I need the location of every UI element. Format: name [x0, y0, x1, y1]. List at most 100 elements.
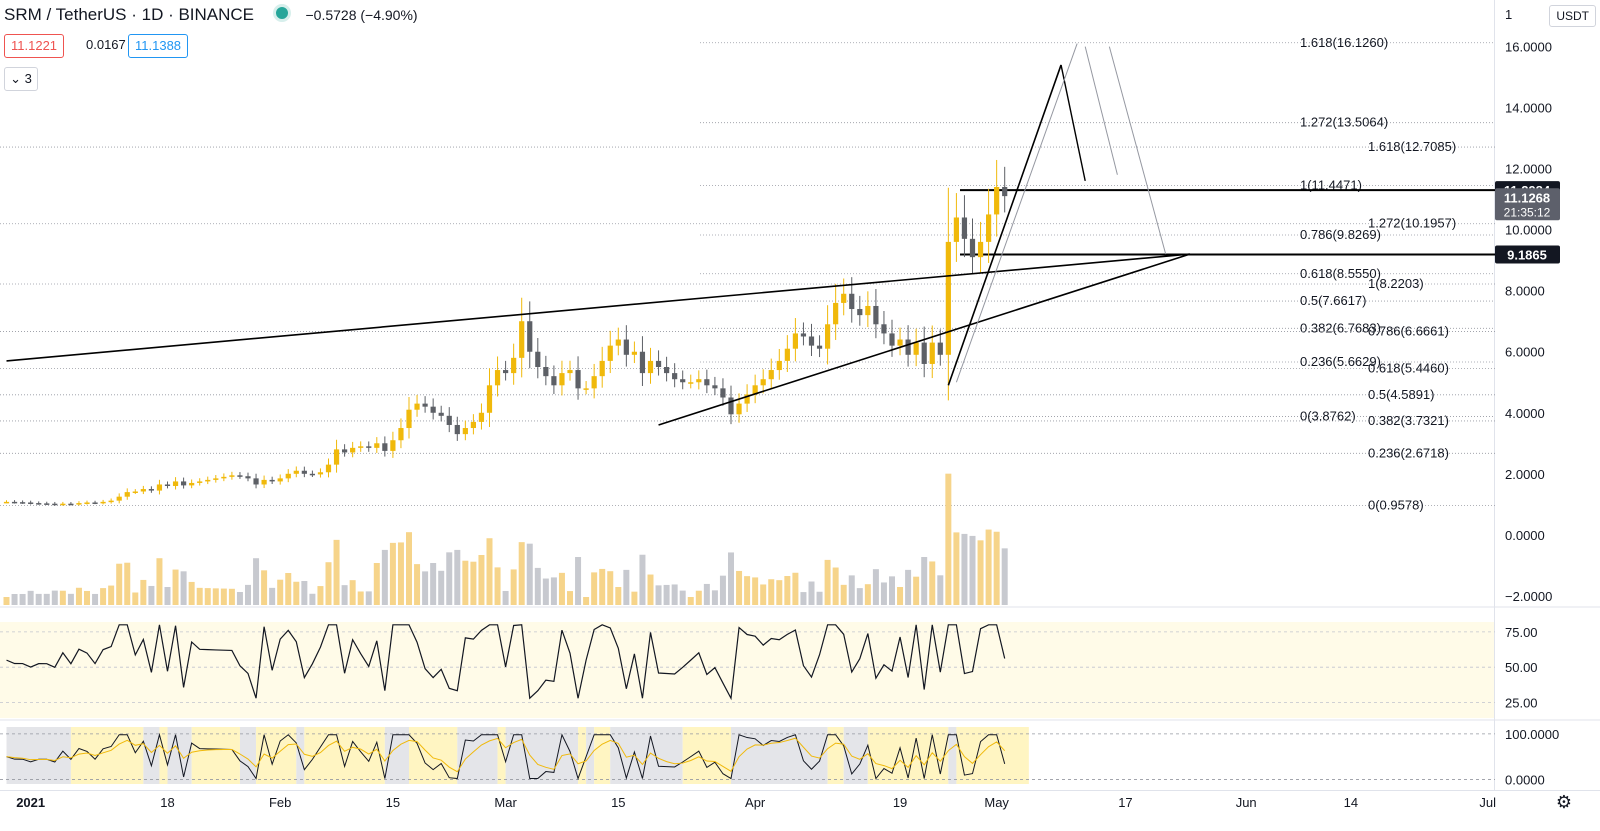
gear-icon[interactable]: ⚙ [1556, 792, 1572, 812]
candle-body [374, 443, 380, 448]
candle-body [752, 385, 758, 395]
trendline-projection [947, 64, 1062, 386]
candle-body [430, 406, 436, 413]
volume-bar [51, 590, 58, 605]
projection-thin-line [955, 43, 1078, 383]
fib-level-label: 1.618(12.7085) [1368, 139, 1456, 154]
x-tick-label: 19 [893, 795, 907, 810]
volume-bar [140, 579, 147, 605]
volume-bar [277, 579, 284, 605]
candle-body [470, 421, 476, 429]
stoch-band [256, 727, 297, 784]
volume-bar [969, 535, 976, 605]
candle-body [60, 503, 66, 506]
stoch-k-line [6, 732, 1006, 781]
volume-bar [35, 593, 42, 605]
fib-level-label: 1.272(13.5064) [1300, 115, 1388, 130]
candle-body [631, 351, 637, 355]
last-price-tag-bg [1495, 188, 1560, 221]
candle-body [841, 293, 847, 303]
stoch-band [304, 727, 385, 784]
volume-bar [744, 576, 751, 605]
candle-body [285, 473, 291, 479]
market-status-icon [272, 4, 291, 22]
y-tick-label: 14.0000 [1505, 101, 1552, 116]
volume-bar [325, 562, 332, 605]
rsi-tick-label: 50.00 [1505, 660, 1538, 675]
bid-price[interactable]: 11.1221 [4, 34, 65, 58]
volume-bar [615, 587, 622, 605]
symbol-title[interactable]: SRM / TetherUS · 1D · BINANCE [4, 5, 255, 24]
rsi-line [6, 624, 1006, 701]
projection-arrow [1060, 64, 1086, 182]
candle-body [929, 342, 935, 364]
candle-body [543, 367, 549, 377]
volume-bar [406, 532, 412, 605]
volume-bar [172, 569, 179, 605]
volume-bar [985, 529, 992, 605]
stoch-band [159, 727, 168, 784]
indicators-toggle[interactable]: ⌄ 3 [4, 67, 38, 91]
candle-body [986, 214, 992, 242]
candle-body [664, 367, 670, 374]
volume-bar [188, 581, 195, 605]
ask-price[interactable]: 11.1388 [128, 34, 189, 58]
last-price-label: 11.1268 [1504, 190, 1550, 205]
candle-body [921, 342, 927, 364]
volume-bar [575, 557, 582, 605]
volume-bar [671, 584, 678, 605]
volume-bar [397, 542, 404, 605]
candle-body [164, 484, 171, 486]
volume-bar [245, 584, 251, 605]
candle-body [889, 333, 895, 346]
currency-label[interactable]: USDT [1549, 5, 1596, 27]
candle-body [551, 376, 557, 386]
x-tick-label: May [984, 795, 1009, 810]
trendline-support [658, 253, 1191, 426]
candle-body [816, 345, 823, 349]
volume-bar [880, 582, 887, 605]
volume-bar [567, 591, 573, 605]
volume-bar [357, 591, 364, 605]
rsi-tick-label: 25.00 [1505, 695, 1538, 710]
fib-level-label: 1.272(10.1957) [1368, 216, 1456, 231]
volume-bar [824, 559, 831, 605]
volume-bar [204, 588, 211, 605]
volume-bar [3, 597, 10, 605]
volume-bar [285, 573, 292, 605]
candle-body [350, 447, 356, 453]
volume-bar [180, 571, 187, 605]
candle-body [486, 385, 493, 413]
candle-body [414, 403, 420, 410]
fib-level-label: 0.236(2.6718) [1368, 445, 1449, 460]
volume-bar [67, 593, 74, 605]
candle-body [736, 403, 742, 415]
candle-body [776, 360, 782, 371]
volume-bar [430, 563, 437, 605]
volume-bar [808, 581, 815, 605]
candle-body [342, 449, 348, 453]
volume-bar [381, 549, 388, 605]
candle-body [3, 501, 10, 504]
volume-bar [478, 555, 485, 605]
volume-bar [438, 570, 445, 605]
stoch-band [239, 727, 257, 784]
candle-body [197, 481, 203, 483]
fib-level-label: 1.618(16.1260) [1300, 35, 1388, 50]
candle-body [454, 424, 460, 435]
volume-bar [542, 578, 549, 605]
candle-body [494, 370, 501, 386]
candle-body [325, 464, 332, 473]
candle-body [792, 333, 798, 349]
volume-bar [768, 579, 775, 605]
volume-bar [760, 584, 767, 605]
candle-body [172, 481, 179, 486]
candle-body [519, 321, 525, 358]
volume-bar [623, 569, 630, 605]
candle-body [744, 394, 750, 404]
candle-body [438, 412, 444, 416]
candle-body [607, 345, 613, 361]
candle-body [599, 360, 605, 377]
volume-bar [212, 588, 219, 605]
